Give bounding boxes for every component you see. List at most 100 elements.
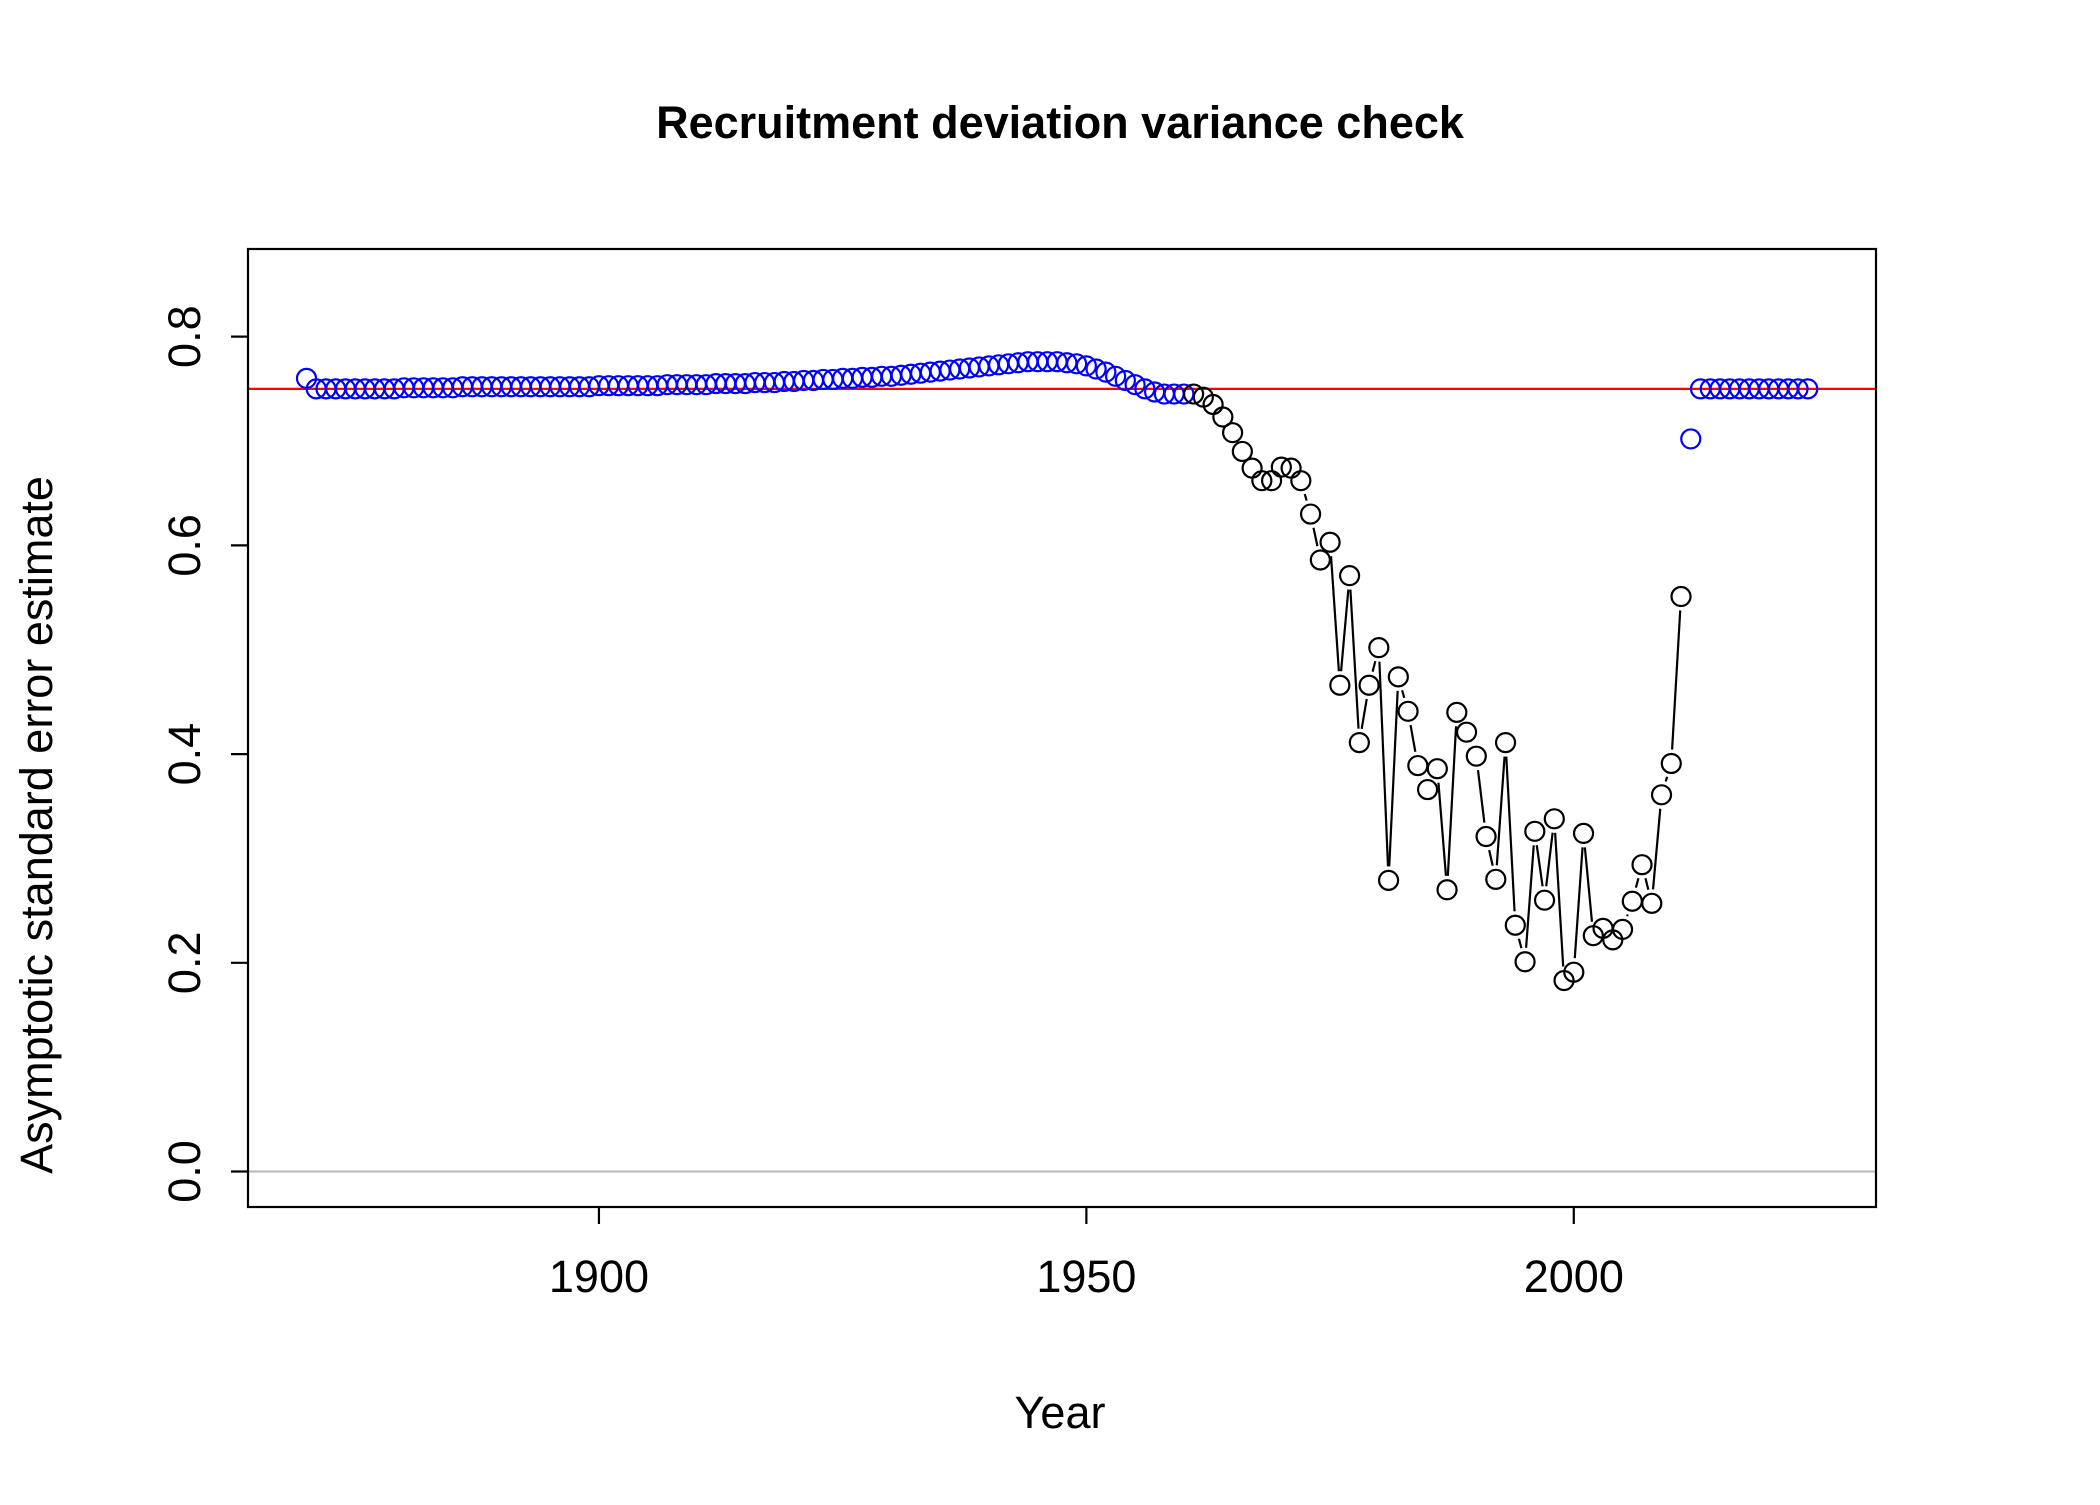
data-point — [1134, 378, 1156, 400]
series-line-segment — [1517, 938, 1523, 949]
series-line-segment — [1446, 726, 1458, 876]
data-point — [1650, 784, 1673, 806]
data-point — [1095, 361, 1117, 383]
y-axis-label: Asymptotic standard error estimate — [11, 476, 62, 1174]
data-point — [1290, 470, 1312, 492]
data-point — [1514, 951, 1536, 973]
series-line-segment — [1583, 847, 1594, 922]
series-line-segment — [1339, 589, 1350, 672]
series-line-segment — [1349, 589, 1360, 729]
data-point — [1797, 378, 1819, 400]
data-point — [1387, 666, 1409, 688]
series-line-segment — [1409, 724, 1417, 752]
series-line-segment — [1535, 845, 1544, 887]
series-line-segment — [1670, 610, 1682, 750]
series-line-segment — [1401, 690, 1406, 699]
data-point — [1231, 440, 1253, 463]
plot-frame — [246, 247, 1878, 1209]
data-point — [1183, 383, 1205, 405]
data-point — [1611, 918, 1634, 941]
data-point — [1426, 758, 1448, 780]
series-line-segment — [1360, 698, 1368, 729]
data-point — [1377, 869, 1400, 891]
x-tick-label: 1900 — [549, 1251, 649, 1302]
data-point — [1368, 637, 1390, 659]
series-line-segment — [1388, 690, 1399, 867]
data-point — [1348, 732, 1370, 754]
data-point — [1680, 428, 1702, 450]
data-point — [1641, 892, 1663, 914]
series-1 — [1183, 383, 1692, 992]
series-line-segment — [1626, 914, 1629, 917]
data-point — [1494, 732, 1517, 754]
data-point — [1066, 353, 1088, 375]
series-line-segment — [1554, 832, 1565, 967]
series-line-segment — [1303, 493, 1308, 501]
data-point — [1563, 961, 1585, 983]
data-point — [1114, 369, 1136, 392]
data-point — [1475, 825, 1497, 848]
data-point — [1660, 752, 1682, 775]
series-0 — [295, 351, 1195, 405]
data-point — [1221, 422, 1244, 444]
data-point — [1124, 374, 1146, 396]
y-tick-label: 0.4 — [159, 723, 210, 786]
series-line-segment — [1488, 849, 1494, 866]
data-point — [1787, 378, 1809, 400]
data-point — [1524, 820, 1546, 842]
data-point — [1533, 889, 1556, 911]
data-point — [1251, 470, 1273, 492]
data-point — [1504, 914, 1526, 936]
data-point — [1329, 674, 1351, 696]
data-point — [1358, 674, 1380, 696]
series-line-segment — [1378, 661, 1390, 867]
data-point — [1105, 365, 1127, 387]
data-point — [1212, 406, 1234, 428]
y-tick-label: 0.8 — [159, 305, 210, 368]
data-series — [295, 351, 1819, 992]
data-point — [1455, 721, 1478, 743]
series-line-segment — [1644, 878, 1650, 891]
data-point — [1299, 503, 1322, 525]
reference-lines — [248, 387, 1876, 1173]
series-line-segment — [1437, 782, 1448, 876]
y-axis-ticks: 0.0 0.2 0.4 0.6 0.8 — [159, 305, 248, 1203]
data-point — [1338, 565, 1361, 587]
data-point — [1631, 854, 1653, 876]
data-point — [1319, 531, 1341, 553]
x-axis-ticks: 1900 1950 2000 — [549, 1207, 1624, 1302]
x-tick-label: 1950 — [1036, 1251, 1136, 1302]
data-point — [1465, 745, 1487, 767]
series-line-segment — [1573, 847, 1584, 959]
series-line-segment — [1634, 877, 1640, 888]
series-line-segment — [1525, 845, 1535, 948]
data-point — [1397, 700, 1419, 722]
data-point — [1436, 879, 1458, 901]
y-tick-label: 0.0 — [159, 1140, 210, 1203]
data-point — [1670, 585, 1692, 608]
series-line-segment — [1371, 660, 1377, 672]
series-2 — [1680, 378, 1819, 450]
series-line-segment — [1312, 527, 1319, 547]
data-point — [1270, 456, 1292, 478]
data-point — [1085, 358, 1107, 380]
data-point — [1543, 808, 1565, 830]
series-line-segment — [1495, 756, 1506, 866]
series-line-segment — [1651, 808, 1662, 890]
data-point — [1572, 822, 1595, 845]
data-point — [1416, 778, 1439, 801]
series-line-segment — [1476, 769, 1486, 823]
series-line-segment — [1545, 832, 1554, 887]
series-line-segment — [1329, 556, 1340, 672]
data-point — [1485, 868, 1507, 890]
data-point — [1075, 355, 1097, 377]
x-axis-label: Year — [1015, 1387, 1106, 1438]
data-point — [1446, 701, 1468, 723]
chart-title: Recruitment deviation variance check — [656, 97, 1465, 148]
series-line-segment — [1664, 776, 1669, 782]
data-point — [1309, 549, 1331, 571]
series-line-segment — [1505, 756, 1516, 912]
y-tick-label: 0.6 — [159, 514, 210, 577]
